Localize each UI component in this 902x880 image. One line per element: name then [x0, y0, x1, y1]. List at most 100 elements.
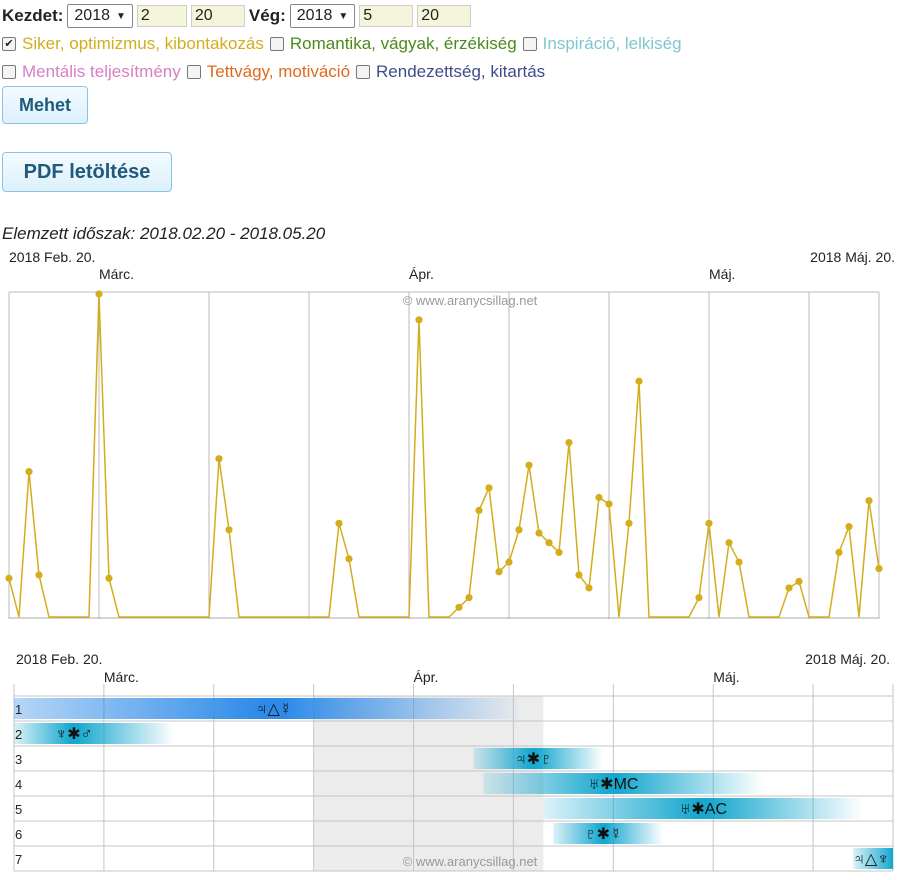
data-point — [735, 558, 743, 566]
category-tettvagy[interactable]: Tettvágy, motiváció — [186, 62, 350, 82]
data-point — [845, 522, 853, 531]
data-point — [465, 594, 473, 602]
start-date-label: 2018 Feb. 20. — [9, 249, 95, 265]
category-row-1: ✔ Siker, optimizmus, kibontakozás Romanti… — [2, 34, 688, 54]
data-point — [795, 577, 803, 586]
start-month-input[interactable]: 2 — [136, 5, 187, 27]
data-point — [565, 438, 573, 447]
end-month-input[interactable]: 5 — [359, 5, 414, 27]
data-point — [5, 574, 13, 582]
category-mentalis[interactable]: Mentális teljesítmény — [2, 62, 181, 82]
data-point — [635, 377, 643, 385]
category-row-2: Mentális teljesítmény Tettvágy, motiváci… — [2, 62, 551, 82]
checkbox-icon[interactable]: ✔ — [2, 37, 16, 51]
chevron-down-icon: ▼ — [338, 10, 349, 22]
data-point — [695, 594, 703, 602]
month-label: Ápr. — [409, 266, 434, 282]
row-number: 3 — [15, 752, 22, 767]
date-form: Kezdet: 2018 ▼ 2 20 Vég: 2018 ▼ 5 20 — [2, 4, 475, 28]
aspect-bar — [14, 698, 524, 719]
row-number: 1 — [15, 702, 22, 717]
data-point — [515, 526, 523, 534]
data-point — [605, 500, 613, 508]
aspect-symbol: ♃△☿ — [256, 701, 292, 718]
data-point — [105, 574, 113, 582]
data-point — [35, 571, 43, 579]
row-number: 6 — [15, 827, 22, 842]
aspect-symbol: ♆✱♂ — [55, 726, 92, 743]
end-year-select[interactable]: 2018 ▼ — [289, 4, 356, 28]
aspect-bar — [543, 798, 864, 819]
aspect-symbol: ♃✱♇ — [515, 751, 552, 768]
aspect-symbol: ♅✱AC — [679, 801, 727, 818]
series-line — [8, 293, 880, 618]
data-point — [495, 568, 503, 576]
aspect-symbol: ♅✱MC — [588, 776, 638, 793]
row-number: 4 — [15, 777, 22, 792]
row-number: 2 — [15, 727, 22, 742]
month-label: Máj. — [709, 266, 735, 282]
data-point — [505, 558, 513, 566]
end-date-label: 2018 Máj. 20. — [805, 651, 890, 667]
aspect-symbol: ♇✱☿ — [585, 826, 622, 843]
data-point — [725, 539, 733, 547]
data-point — [555, 548, 563, 556]
category-inspiracio[interactable]: Inspiráció, lelkiség — [522, 34, 682, 54]
data-point — [865, 497, 873, 505]
aspect-bar — [14, 723, 174, 744]
category-rendezettseg[interactable]: Rendezettség, kitartás — [356, 62, 545, 82]
start-label: Kezdet: — [2, 6, 64, 25]
data-point — [455, 603, 463, 611]
data-point — [525, 461, 533, 469]
line-chart: 2018 Feb. 20. 2018 Máj. 20. Márc. Ápr. Máj. ©… — [5, 249, 895, 619]
row-number: 7 — [15, 852, 22, 867]
data-point — [595, 493, 603, 502]
aspect-table-chart: 2018 Feb. 20. 2018 Máj. 20. Márc. Ápr. Máj. 1… — [13, 651, 894, 872]
data-point — [575, 571, 583, 579]
aspect-bar — [473, 748, 604, 769]
data-point — [335, 519, 343, 527]
data-point — [225, 526, 233, 534]
data-point — [475, 506, 483, 515]
checkbox-icon[interactable] — [186, 65, 201, 79]
category-siker[interactable]: ✔ Siker, optimizmus, kibontakozás — [2, 34, 264, 54]
data-point — [485, 484, 493, 492]
data-point — [875, 564, 883, 573]
category-romantika[interactable]: Romantika, vágyak, érzékiség — [269, 34, 517, 54]
checkbox-icon[interactable] — [2, 65, 16, 79]
row-number: 5 — [15, 802, 22, 817]
aspect-bar — [483, 773, 764, 794]
start-date-label: 2018 Feb. 20. — [16, 651, 102, 667]
checkbox-icon[interactable] — [269, 37, 284, 51]
data-point — [785, 584, 793, 592]
go-button[interactable]: Mehet — [2, 86, 88, 124]
period-text: Elemzett időszak: 2018.02.20 - 2018.05.2… — [2, 224, 326, 243]
end-label: Vég: — [248, 6, 286, 25]
checkbox-icon[interactable] — [356, 65, 371, 79]
aspect-bar — [553, 823, 664, 844]
data-point — [25, 468, 33, 476]
data-point — [345, 555, 353, 563]
end-day-input[interactable]: 20 — [417, 5, 472, 27]
pdf-download-button[interactable]: PDF letöltése — [2, 152, 172, 192]
month-label: Máj. — [713, 669, 739, 685]
data-point — [415, 316, 423, 324]
start-day-input[interactable]: 20 — [190, 5, 245, 27]
month-label: Márc. — [99, 266, 134, 282]
aspect-bar — [853, 848, 893, 869]
data-point — [545, 539, 553, 547]
data-point — [835, 548, 843, 556]
start-year-select[interactable]: 2018 ▼ — [67, 4, 133, 28]
aspect-symbol: ♃△♆ — [853, 851, 889, 868]
end-date-label: 2018 Máj. 20. — [810, 249, 895, 265]
data-point — [705, 519, 713, 527]
data-point — [535, 529, 543, 537]
month-label: Márc. — [104, 669, 139, 685]
watermark: © www.aranycsillag.net — [403, 854, 538, 869]
data-point — [625, 519, 633, 527]
watermark: © www.aranycsillag.net — [403, 293, 538, 308]
data-point — [215, 455, 223, 463]
month-label: Ápr. — [414, 669, 439, 685]
data-point — [585, 584, 593, 592]
checkbox-icon[interactable] — [522, 37, 537, 51]
